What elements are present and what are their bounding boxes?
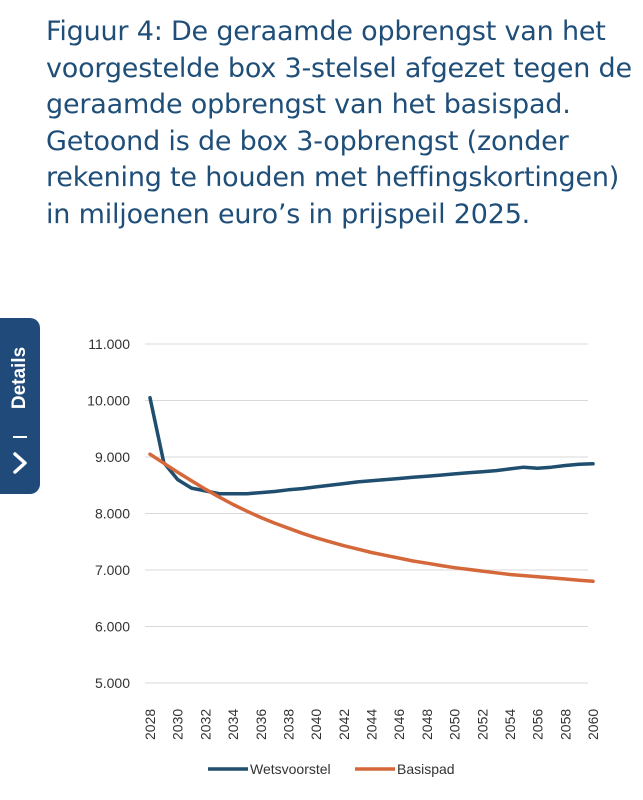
x-tick-label: 2038 bbox=[280, 709, 296, 740]
x-tick-label: 2060 bbox=[585, 709, 601, 740]
y-tick-label: 8.000 bbox=[95, 506, 130, 522]
y-tick-label: 9.000 bbox=[95, 449, 130, 465]
series-line-basispad bbox=[148, 452, 595, 584]
y-tick-label: 5.000 bbox=[95, 675, 130, 691]
x-axis-ticks: 2028 2030 2032 2034 2036 2038 2040 2042 2044 2046… bbox=[142, 709, 601, 740]
x-tick-label: 2050 bbox=[447, 709, 463, 740]
x-tick-label: 2028 bbox=[142, 709, 158, 740]
details-divider bbox=[13, 436, 27, 438]
chevron-right-icon bbox=[13, 452, 27, 474]
x-tick-label: 2030 bbox=[170, 709, 186, 740]
legend-label: Wetsvoorstel bbox=[250, 761, 331, 777]
y-tick-label: 6.000 bbox=[95, 619, 130, 635]
x-tick-label: 2058 bbox=[557, 709, 573, 740]
caption-line: in miljoenen euro’s in prijspeil 2025. bbox=[46, 198, 531, 230]
chart-grid bbox=[145, 343, 588, 684]
caption-line: voorgestelde box 3-stelsel afgezet tegen… bbox=[46, 52, 632, 84]
series-line-wetsvoorstel bbox=[148, 395, 595, 496]
x-tick-label: 2054 bbox=[502, 709, 518, 740]
y-axis-ticks: 11.000 10.000 9.000 8.000 7.000 6.000 5.000 bbox=[87, 336, 130, 691]
x-tick-label: 2032 bbox=[197, 709, 213, 740]
x-tick-label: 2048 bbox=[419, 709, 435, 740]
chart-legend: Wetsvoorstel Basispad bbox=[208, 761, 455, 777]
details-tab[interactable]: Details bbox=[0, 318, 40, 494]
x-tick-label: 2044 bbox=[364, 709, 380, 740]
x-tick-label: 2056 bbox=[530, 709, 546, 740]
caption-line: rekening te houden met heffingskortingen… bbox=[46, 162, 620, 194]
x-tick-label: 2034 bbox=[225, 709, 241, 740]
legend-label: Basispad bbox=[397, 761, 455, 777]
figure-caption: Figuur 4: De geraamde opbrengst van het … bbox=[46, 14, 636, 234]
y-tick-label: 7.000 bbox=[95, 562, 130, 578]
y-tick-label: 10.000 bbox=[87, 393, 130, 409]
x-tick-label: 2046 bbox=[391, 709, 407, 740]
x-tick-label: 2042 bbox=[336, 709, 352, 740]
x-tick-label: 2052 bbox=[474, 709, 490, 740]
x-tick-label: 2040 bbox=[308, 709, 324, 740]
caption-line: geraamde opbrengst van het basispad. bbox=[46, 89, 571, 121]
caption-line: Figuur 4: De geraamde opbrengst van het bbox=[46, 16, 606, 47]
chart-series bbox=[148, 395, 595, 584]
x-tick-label: 2036 bbox=[253, 709, 269, 740]
y-tick-label: 11.000 bbox=[88, 336, 130, 352]
caption-line: Getoond is de box 3-opbrengst (zonder bbox=[46, 125, 569, 157]
